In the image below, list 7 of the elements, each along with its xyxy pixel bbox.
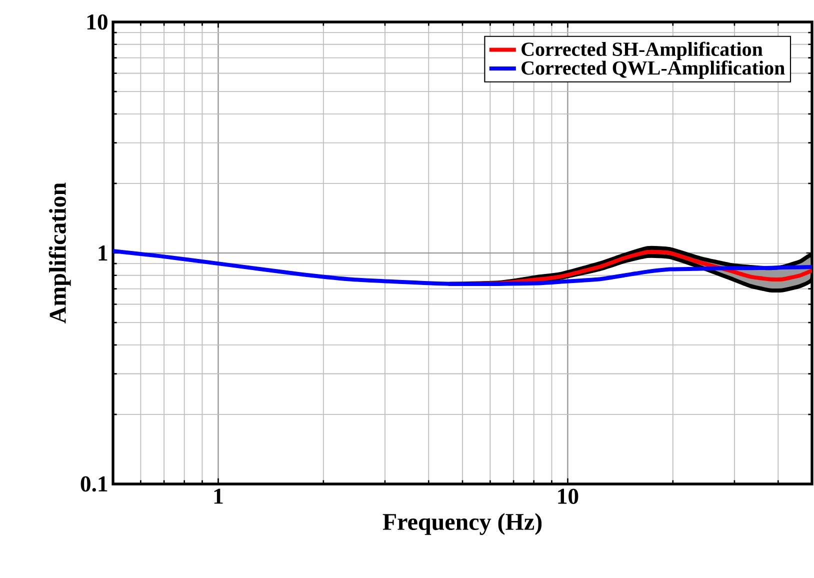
y-tick-label: 0.1 [80,476,108,492]
legend-label: Corrected QWL-Amplification [522,60,785,79]
legend-label: Corrected SH-Amplification [522,42,763,60]
x-axis-title: Frequency (Hz) [382,513,542,535]
y-axis-title: Amplification [48,182,71,324]
y-tick-label: 1 [98,246,108,260]
y-tick-label: 10 [87,14,108,30]
